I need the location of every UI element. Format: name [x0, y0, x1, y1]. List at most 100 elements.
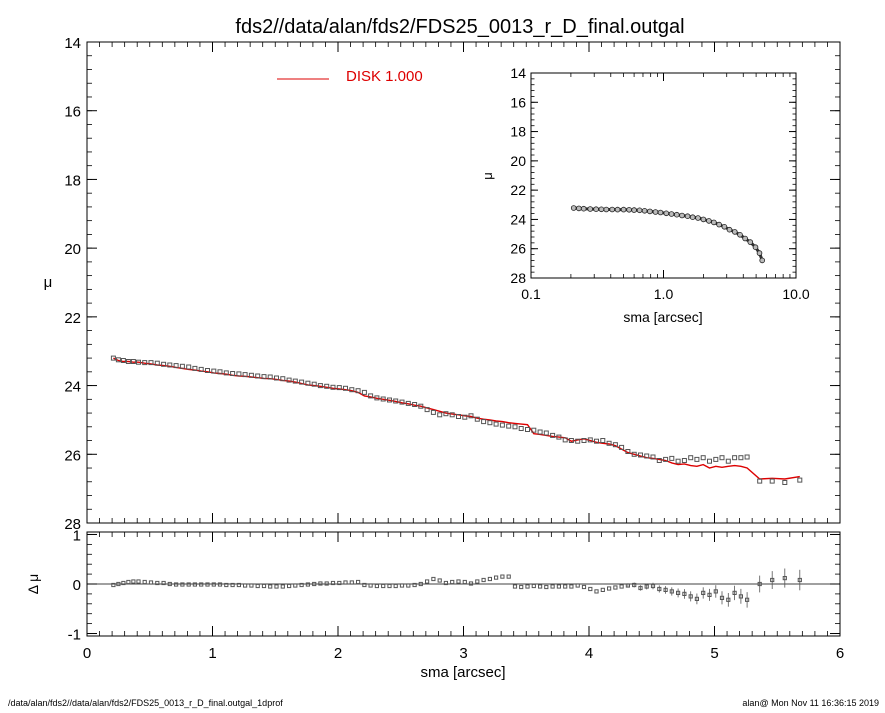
- residual-data-point: [324, 581, 329, 586]
- chart-title: fds2//data/alan/fds2/FDS25_0013_r_D_fina…: [235, 16, 684, 38]
- inset-data-point: [721, 224, 728, 230]
- residual-data-point: [406, 583, 411, 588]
- residual-data-point: [121, 580, 126, 586]
- footer-file-path: /data/alan/fds2//data/alan/fds2/FDS25_00…: [8, 698, 283, 708]
- main-data-point: [368, 393, 374, 399]
- inset-data-point: [759, 257, 765, 264]
- inset-data-point: [689, 214, 696, 221]
- main-data-point: [142, 360, 148, 366]
- main-data-point: [387, 397, 392, 403]
- main-data-point: [267, 374, 273, 380]
- residual-data-point: [713, 589, 718, 594]
- residual-data-point: [688, 594, 693, 599]
- main-data-point: [518, 426, 524, 431]
- x-tick-label: 5: [710, 645, 718, 662]
- main-data-point: [656, 458, 662, 463]
- residual-data-point: [544, 584, 549, 590]
- main-y-tick-label: 16: [64, 104, 81, 121]
- residual-data-point: [349, 580, 354, 585]
- main-data-point: [418, 403, 424, 409]
- residual-data-point: [745, 597, 750, 602]
- residual-data-point: [625, 583, 630, 588]
- inset-data-point: [641, 208, 648, 214]
- residual-data-point: [387, 583, 392, 589]
- inset-data-point: [716, 221, 722, 228]
- residual-data-point: [393, 583, 398, 589]
- residual-data-point: [236, 582, 242, 588]
- main-data-point: [299, 379, 305, 385]
- main-data-point: [443, 411, 449, 417]
- inset-data-point: [652, 209, 659, 215]
- residual-data-point: [556, 584, 561, 589]
- residual-data-point: [682, 591, 687, 596]
- inset-x-axis-label: sma [arcsec]: [623, 309, 702, 325]
- inset-y-axis-label: μ: [480, 172, 495, 180]
- inset-x-tick-label: 10.0: [782, 286, 809, 302]
- residual-data-point: [732, 590, 737, 595]
- residual-data-point: [588, 586, 593, 592]
- main-y-axis-label: μ: [44, 274, 53, 291]
- main-data-point: [612, 442, 618, 448]
- main-data-point: [161, 361, 167, 367]
- main-data-point: [531, 427, 537, 433]
- residual-data-point: [650, 583, 656, 589]
- inset-y-tick-label: 26: [510, 241, 526, 257]
- residual-data-point: [782, 576, 787, 581]
- main-data-point: [594, 438, 599, 444]
- main-data-point: [600, 438, 606, 443]
- inset-data-point: [752, 244, 759, 251]
- main-data-point: [355, 388, 361, 394]
- main-data-point: [782, 480, 788, 485]
- main-data-point: [349, 387, 355, 393]
- main-data-point: [449, 412, 455, 418]
- residual-data-point: [142, 579, 147, 585]
- main-data-point: [230, 371, 236, 376]
- inset-data-point: [756, 250, 763, 256]
- main-data-point: [543, 430, 549, 436]
- inset-data-point: [657, 209, 664, 216]
- residual-data-point: [757, 581, 762, 587]
- inset-data-point: [747, 239, 754, 245]
- residual-data-point: [575, 583, 580, 588]
- residual-data-point: [512, 584, 518, 589]
- main-data-point: [700, 455, 706, 461]
- residual-data-point: [381, 583, 386, 589]
- inset-data-point: [626, 207, 632, 213]
- residual-data-point: [318, 581, 323, 586]
- x-tick-label: 4: [585, 645, 593, 662]
- inset-data-point: [726, 226, 733, 233]
- main-data-point: [125, 359, 131, 364]
- residual-data-point: [657, 586, 662, 592]
- main-data-point: [738, 455, 744, 461]
- main-data-point: [797, 477, 803, 483]
- residual-data-point: [192, 582, 198, 587]
- inset-data-points: [570, 205, 765, 264]
- residual-data-point: [243, 583, 248, 588]
- main-data-point: [581, 438, 587, 443]
- residual-data-point: [531, 583, 536, 589]
- residual-data-point: [280, 584, 285, 589]
- inset-y-tick-label: 18: [510, 124, 526, 140]
- x-axis-label: sma [arcsec]: [420, 664, 505, 681]
- residual-data-point: [797, 577, 802, 583]
- residual-data-point: [161, 580, 166, 586]
- residual-data-point: [519, 584, 524, 590]
- main-data-point: [223, 370, 229, 376]
- residual-data-point: [199, 582, 204, 587]
- residual-data-point: [205, 582, 210, 587]
- inset-data-point: [609, 206, 615, 213]
- main-data-point: [619, 444, 625, 450]
- main-data-point: [512, 424, 518, 430]
- inset-y-tick-label: 14: [510, 65, 526, 81]
- main-data-point: [525, 427, 530, 432]
- residual-data-point: [607, 586, 612, 591]
- main-data-point: [506, 423, 512, 429]
- main-data-point: [562, 437, 568, 443]
- residual-y-axis-label: Δ μ: [25, 574, 41, 595]
- main-data-point: [638, 452, 643, 458]
- main-data-point: [405, 400, 411, 406]
- residual-data-point: [600, 587, 605, 592]
- main-data-point: [769, 478, 775, 484]
- x-tick-label: 2: [334, 645, 342, 662]
- inset-data-point: [663, 210, 670, 217]
